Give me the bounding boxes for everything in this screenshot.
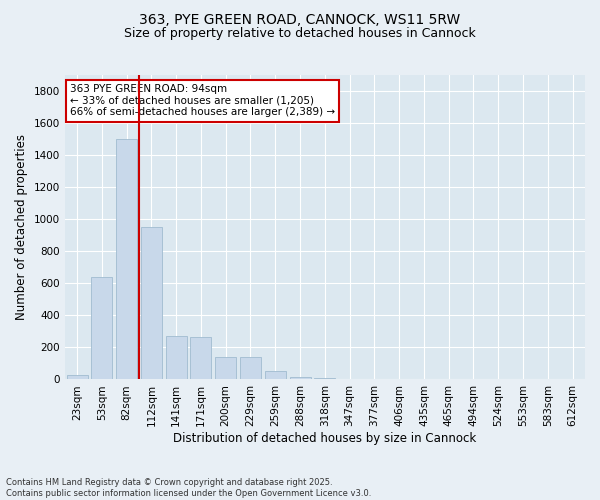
Bar	[314, 378, 335, 380]
Y-axis label: Number of detached properties: Number of detached properties	[15, 134, 28, 320]
Bar	[190, 337, 211, 380]
Text: 363, PYE GREEN ROAD, CANNOCK, WS11 5RW: 363, PYE GREEN ROAD, CANNOCK, WS11 5RW	[139, 12, 461, 26]
Bar	[215, 357, 236, 380]
Bar	[141, 227, 162, 380]
Text: 363 PYE GREEN ROAD: 94sqm
← 33% of detached houses are smaller (1,205)
66% of se: 363 PYE GREEN ROAD: 94sqm ← 33% of detac…	[70, 84, 335, 117]
Bar	[67, 374, 88, 380]
Bar	[240, 357, 261, 380]
X-axis label: Distribution of detached houses by size in Cannock: Distribution of detached houses by size …	[173, 432, 476, 445]
Bar	[91, 277, 112, 380]
Bar	[265, 370, 286, 380]
Bar	[290, 376, 311, 380]
Bar	[116, 139, 137, 380]
Text: Size of property relative to detached houses in Cannock: Size of property relative to detached ho…	[124, 28, 476, 40]
Text: Contains HM Land Registry data © Crown copyright and database right 2025.
Contai: Contains HM Land Registry data © Crown c…	[6, 478, 371, 498]
Bar	[166, 336, 187, 380]
